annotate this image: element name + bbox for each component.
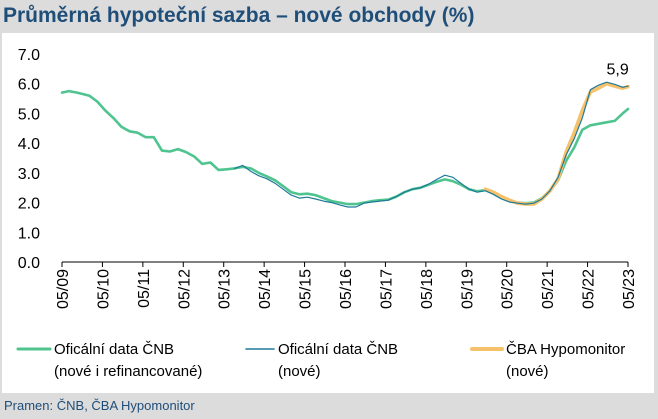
x-tick-label: 05/17 [378, 269, 395, 309]
x-tick-label: 05/19 [459, 269, 476, 309]
x-tick-label: 05/14 [257, 269, 274, 309]
x-tick-label: 05/15 [298, 269, 315, 309]
legend-label: Oficální data ČNB [54, 341, 174, 358]
y-tick-label: 7.0 [18, 47, 40, 64]
legend-label: (nové) [278, 363, 321, 380]
x-tick-label: 05/09 [55, 269, 72, 309]
y-tick-label: 3.0 [18, 166, 40, 183]
series-line-cnb-total [60, 89, 630, 206]
series-line-hypomonitor [483, 81, 630, 206]
x-tick-label: 05/23 [621, 269, 638, 309]
y-tick-label: 0.0 [18, 255, 40, 272]
legend-label: ČBA Hypomonitor [506, 341, 625, 358]
chart-panel [2, 33, 654, 393]
x-tick-label: 05/12 [176, 269, 193, 309]
source-note: Pramen: ČNB, ČBA Hypomonitor [4, 398, 195, 413]
y-axis: 0.0 1.0 2.0 3.0 4.0 5.0 6.0 7.0 [18, 47, 40, 272]
legend: Oficální data ČNB (nové i refinancované) O… [16, 341, 625, 380]
last-value-annotation: 5,9 [607, 62, 629, 79]
x-tick-label: 05/16 [338, 269, 355, 309]
x-tick-label: 05/13 [217, 269, 234, 309]
legend-label: Oficální data ČNB [278, 341, 398, 358]
x-tick-label: 05/20 [500, 269, 517, 309]
series-lines [60, 81, 630, 208]
y-tick-label: 2.0 [18, 196, 40, 213]
series-line-cnb-new [234, 81, 629, 208]
x-tick-label: 05/11 [136, 269, 153, 308]
x-tick-label: 05/21 [540, 269, 557, 309]
y-tick-label: 4.0 [18, 136, 40, 153]
x-tick-label: 05/18 [419, 269, 436, 309]
chart-title: Průměrná hypoteční sazba – nové obchody … [3, 4, 475, 27]
legend-label: (nové) [506, 363, 549, 380]
x-tick-label: 05/10 [95, 269, 112, 309]
legend-label: (nové i refinancované) [54, 363, 202, 380]
y-tick-label: 6.0 [18, 77, 40, 94]
x-axis: 05/09 05/10 05/11 05/12 05/13 05/14 05/15 05/16… [55, 261, 638, 309]
x-tick-label: 05/22 [581, 269, 598, 309]
y-tick-label: 1.0 [18, 225, 40, 242]
y-tick-label: 5.0 [18, 106, 40, 123]
